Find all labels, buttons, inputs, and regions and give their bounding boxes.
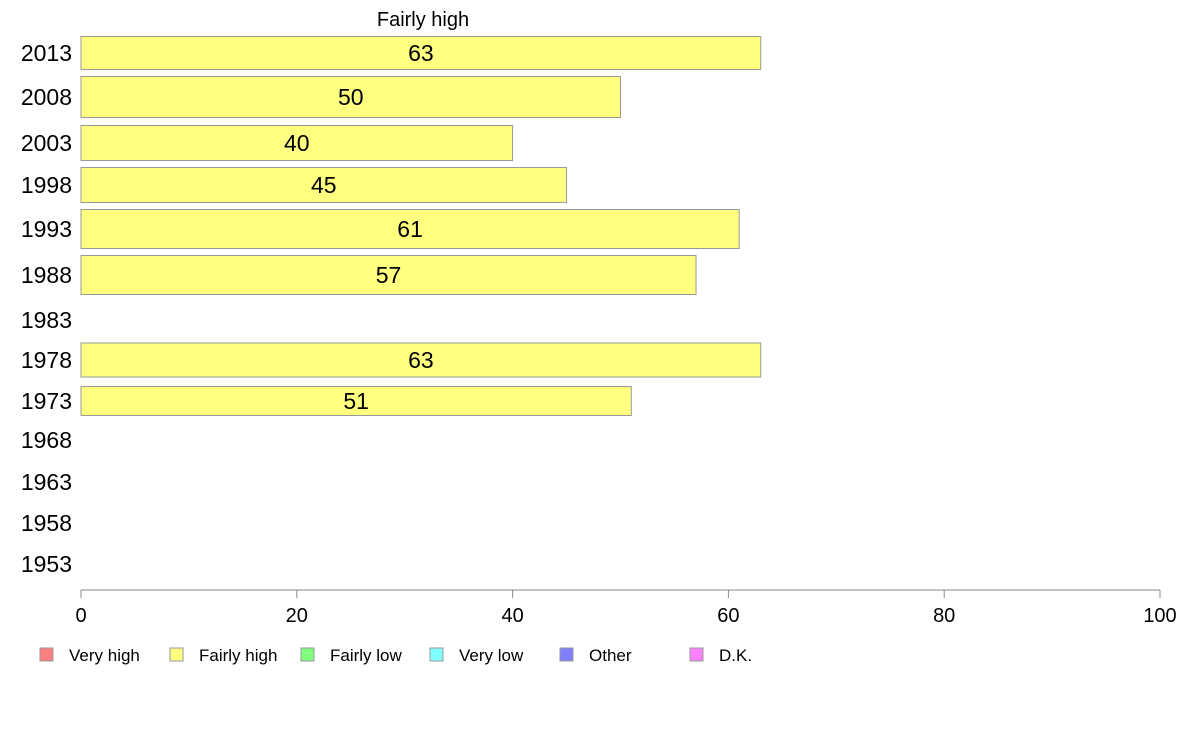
bar-value-label: 40 (284, 130, 310, 156)
year-label: 1963 (21, 469, 72, 495)
year-label: 1983 (21, 307, 72, 333)
year-label: 2013 (21, 40, 72, 66)
bar (80, 386, 632, 416)
legend-label: Very high (69, 646, 140, 665)
bar-value-label: 63 (408, 347, 434, 373)
year-label: 2008 (21, 84, 72, 110)
year-labels-group: 2013 2008 2003 1998 1993 1988 1983 1978 1973 1968… (21, 40, 72, 577)
year-label: 1988 (21, 262, 72, 288)
legend-label: Other (589, 646, 632, 665)
x-tick-label: 0 (75, 605, 86, 627)
bar-value-label: 61 (397, 216, 423, 242)
x-tick-label: 80 (933, 605, 955, 627)
year-label: 1978 (21, 347, 72, 373)
year-label: 1958 (21, 510, 72, 536)
legend-label: Very low (459, 646, 524, 665)
legend: Very high Fairly high Fairly low Very low Ot… (39, 646, 752, 665)
legend-swatch (559, 647, 574, 662)
bar (80, 167, 568, 203)
year-label: 1973 (21, 388, 72, 414)
legend-label: D.K. (719, 646, 752, 665)
year-label: 1953 (21, 551, 72, 577)
bar-value-label: 51 (343, 388, 369, 414)
x-tick-label: 100 (1143, 605, 1176, 627)
bar (80, 125, 514, 161)
year-label: 1998 (21, 172, 72, 198)
year-label: 2003 (21, 130, 72, 156)
bar-value-label: 45 (311, 172, 337, 198)
year-label: 1993 (21, 216, 72, 242)
bar (80, 76, 621, 118)
x-axis: 0 20 40 60 80 100 (75, 589, 1177, 627)
legend-swatch (429, 647, 444, 662)
legend-label: Fairly low (330, 646, 403, 665)
legend-label: Fairly high (199, 646, 277, 665)
x-tick-label: 60 (717, 605, 739, 627)
bar-value-label: 63 (408, 40, 434, 66)
bar-value-label: 50 (338, 84, 364, 110)
bar-value-label: 57 (376, 262, 402, 288)
x-tick-label: 40 (501, 605, 523, 627)
bar (80, 36, 762, 70)
legend-swatch (689, 647, 704, 662)
legend-swatch (169, 647, 184, 662)
legend-swatch (300, 647, 315, 662)
chart-title: Fairly high (377, 9, 469, 31)
bar (80, 209, 740, 249)
year-label: 1968 (21, 427, 72, 453)
x-tick-label: 20 (286, 605, 308, 627)
legend-swatch (39, 647, 54, 662)
bar (80, 255, 697, 295)
bar (80, 342, 762, 378)
